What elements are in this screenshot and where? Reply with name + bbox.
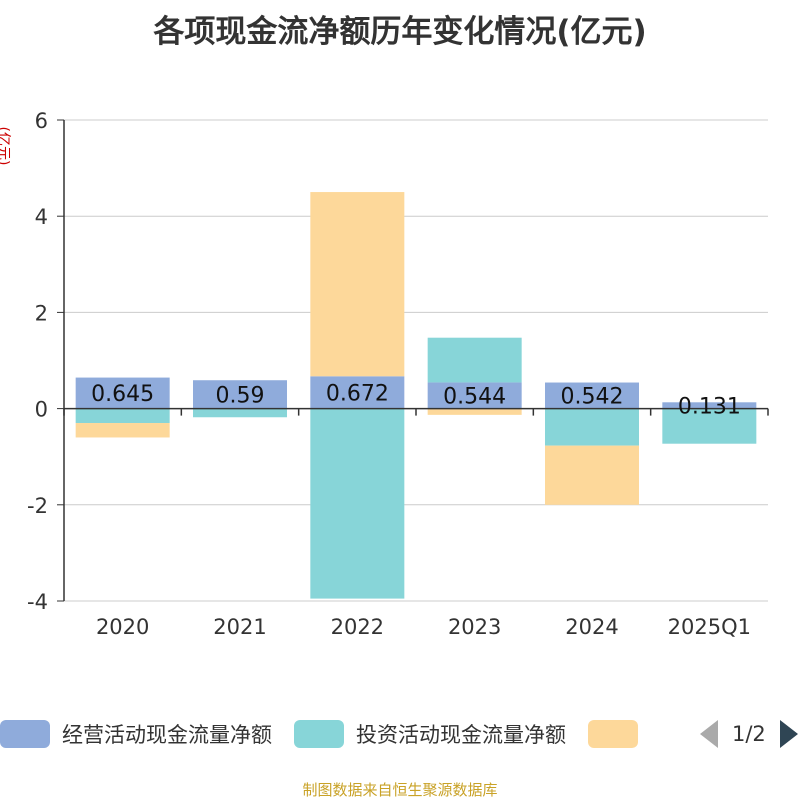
- chart-legend: 经营活动现金流量净额 投资活动现金流量净额: [0, 716, 660, 752]
- bar-operating-2022: [310, 376, 405, 409]
- x-tick-label: 2024: [565, 615, 618, 639]
- x-tick-label: 2025Q1: [668, 615, 751, 639]
- legend-prev-arrow-icon[interactable]: [700, 720, 718, 748]
- bar-operating-2025Q1: [662, 402, 757, 409]
- x-tick-label: 2023: [448, 615, 501, 639]
- bar-operating-2021: [193, 380, 287, 409]
- x-tick-label: 2020: [96, 615, 149, 639]
- legend-label-investing: 投资活动现金流量净额: [356, 723, 566, 747]
- legend-label-operating: 经营活动现金流量净额: [62, 723, 272, 747]
- y-tick-label: 6: [35, 109, 48, 133]
- bar-investing-2021: [193, 408, 287, 418]
- y-tick-label: -2: [27, 494, 48, 518]
- data-label-2023: 0.544: [443, 385, 506, 410]
- data-label-2020: 0.645: [91, 382, 154, 407]
- legend-pager: 1/2: [700, 716, 798, 752]
- legend-swatch-third: [588, 720, 638, 748]
- legend-item-third[interactable]: [588, 720, 638, 748]
- bar-operating-2023: [427, 382, 522, 409]
- bar-third-2020: [75, 423, 170, 438]
- bar-operating-2020: [75, 377, 170, 409]
- bar-investing-2022: [310, 408, 405, 599]
- bar-operating-2024: [545, 382, 639, 409]
- x-tick-label: 2021: [213, 615, 266, 639]
- y-tick-label: 4: [35, 205, 48, 229]
- y-tick-label: 0: [35, 398, 48, 422]
- bar-third-2024: [545, 445, 639, 505]
- bar-third-2022: [310, 192, 405, 377]
- legend-next-arrow-icon[interactable]: [779, 720, 798, 748]
- data-label-2022: 0.672: [326, 381, 389, 406]
- bar-investing-2020: [75, 408, 170, 424]
- legend-item-operating[interactable]: 经营活动现金流量净额: [0, 719, 272, 749]
- data-source-note: 制图数据来自恒生聚源数据库: [302, 781, 498, 799]
- legend-swatch-operating: [0, 720, 50, 748]
- data-label-2025Q1: 0.131: [678, 394, 741, 419]
- data-label-2024: 0.542: [561, 385, 624, 410]
- data-label-2021: 0.59: [216, 383, 265, 408]
- bar-third-2023: [427, 408, 522, 415]
- y-tick-label: 2: [35, 301, 48, 325]
- legend-item-investing[interactable]: 投资活动现金流量净额: [294, 719, 566, 749]
- x-tick-label: 2022: [331, 615, 384, 639]
- chart-title: 各项现金流净额历年变化情况(亿元): [153, 14, 647, 50]
- legend-swatch-investing: [294, 720, 344, 748]
- bar-investing-2023: [427, 337, 522, 383]
- bar-investing-2024: [545, 408, 639, 446]
- y-tick-label: -4: [27, 590, 48, 614]
- bar-investing-2025Q1: [662, 408, 757, 444]
- legend-page-indicator: 1/2: [732, 722, 766, 746]
